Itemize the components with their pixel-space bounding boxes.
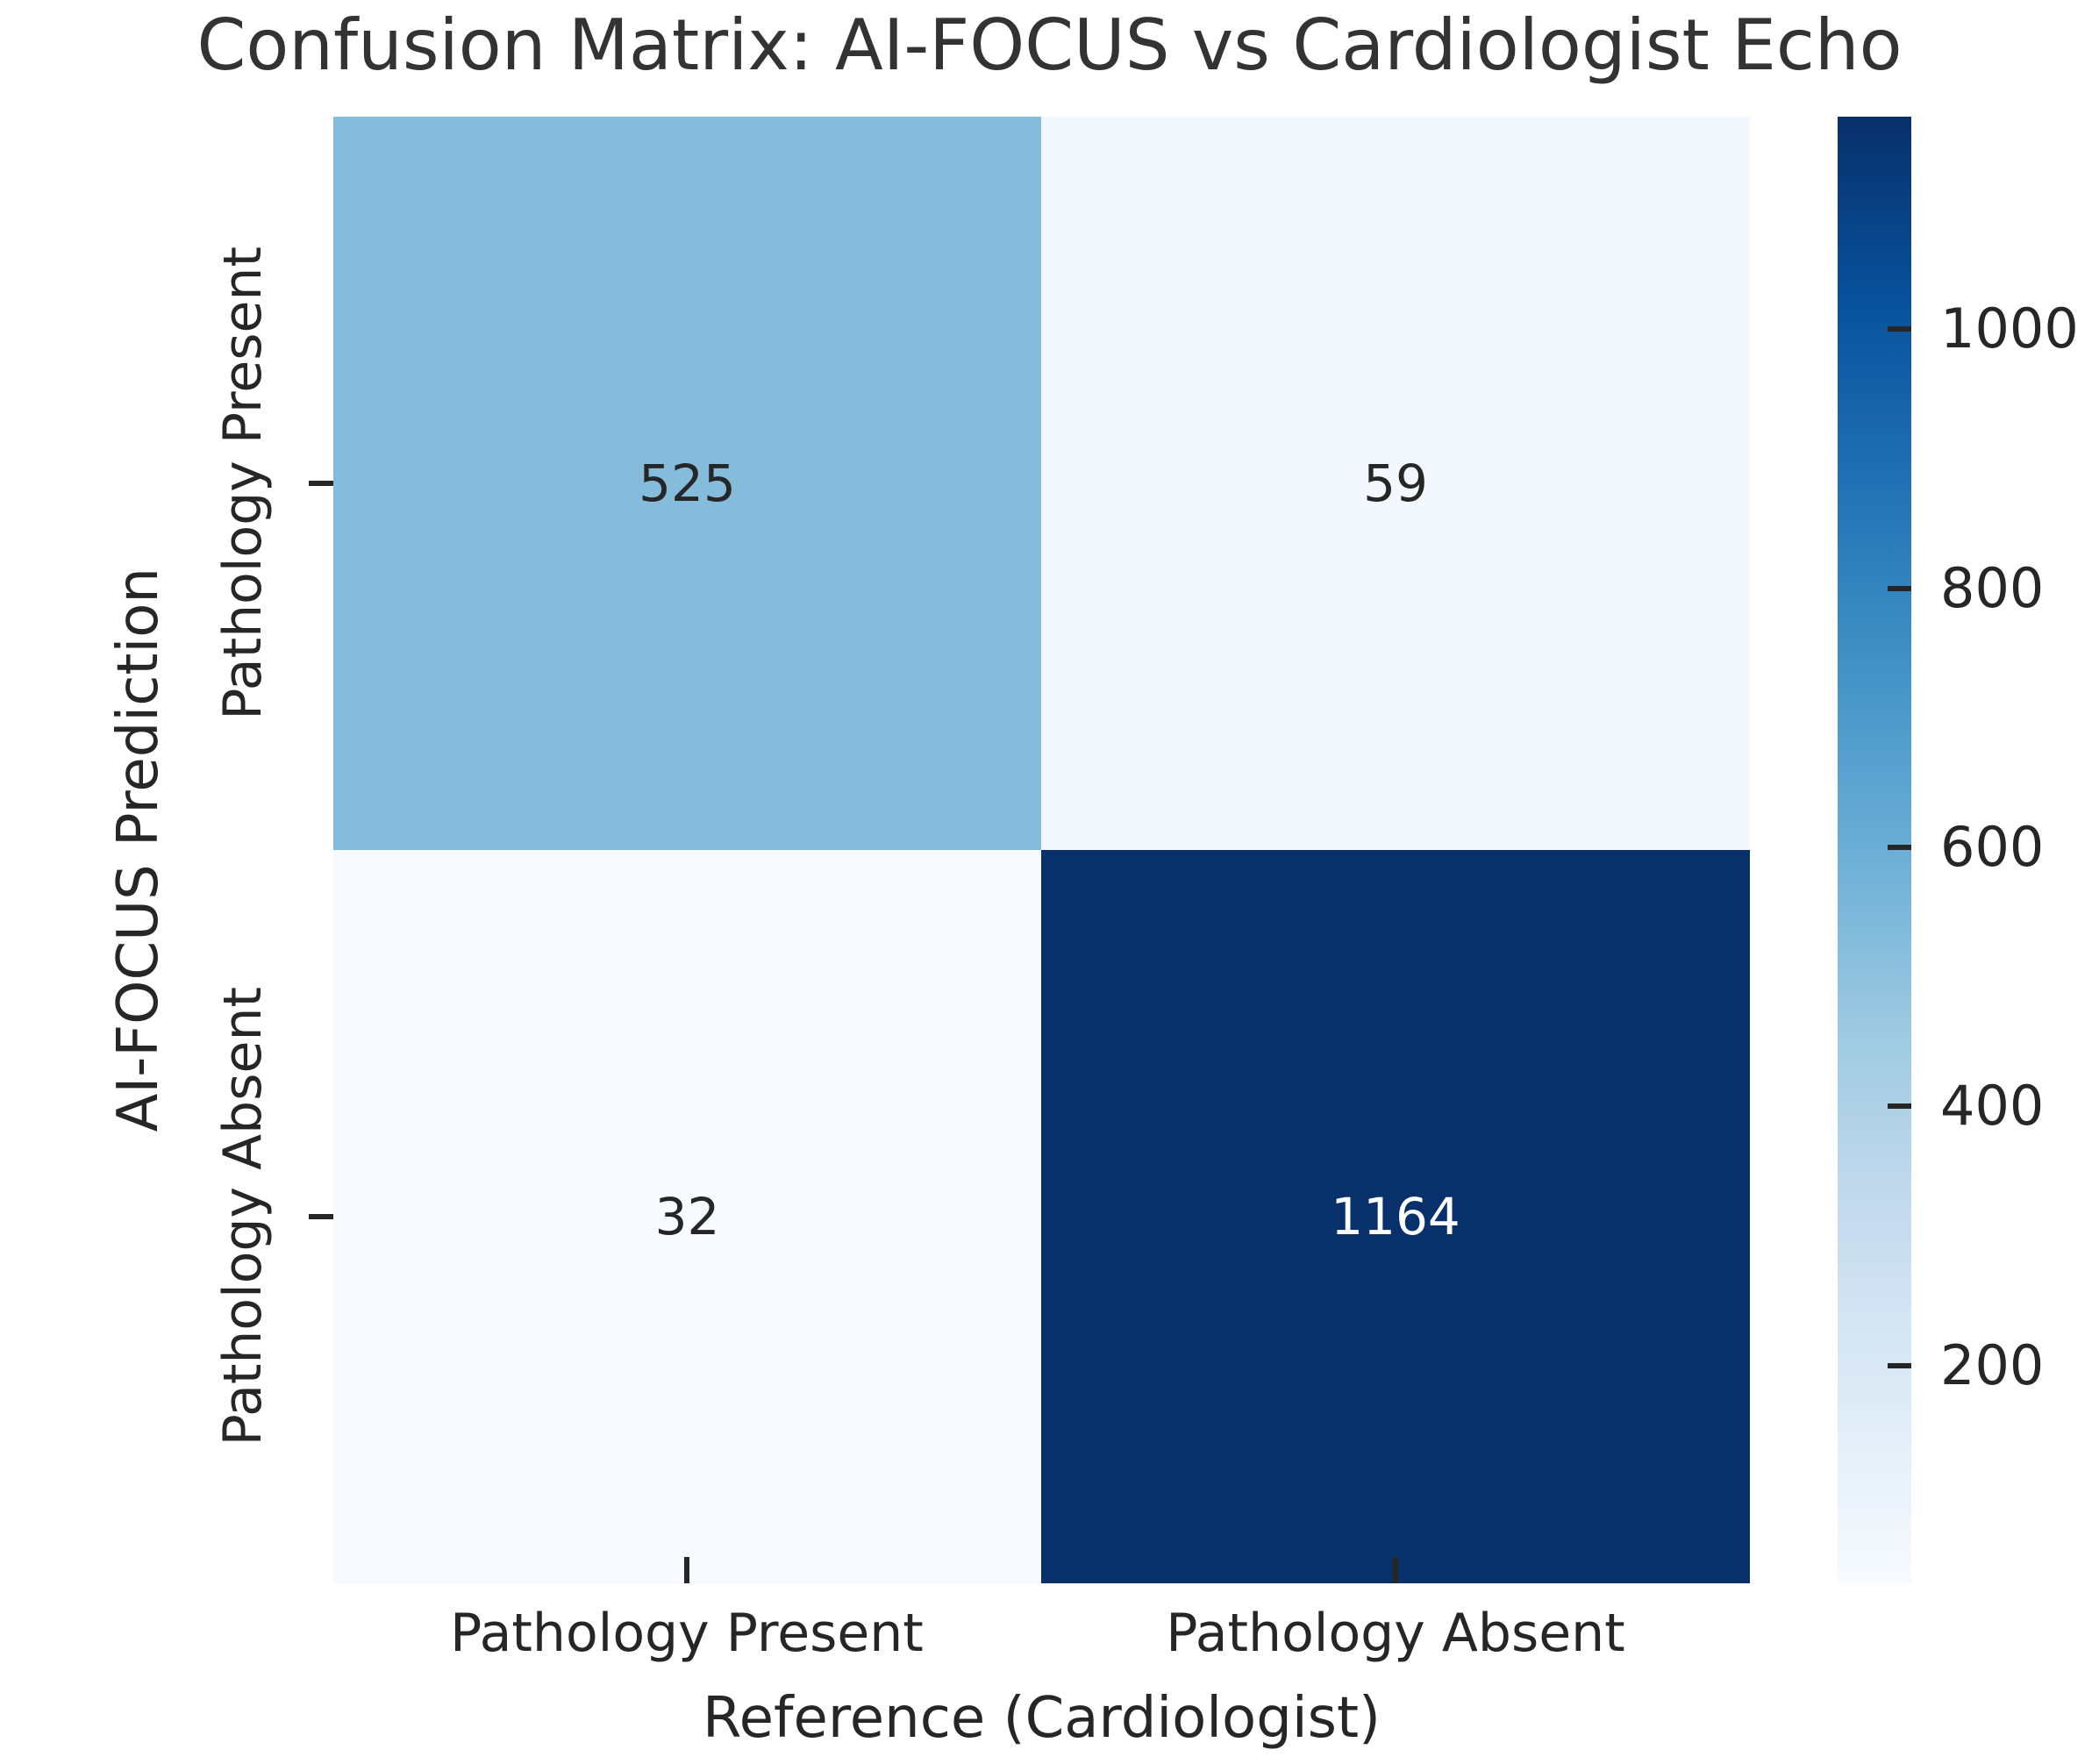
colorbar-tick <box>1888 326 1911 332</box>
cell-annotation: 59 <box>1363 453 1428 513</box>
cell-annotation: 32 <box>654 1187 720 1246</box>
chart-title: Confusion Matrix: AI-FOCUS vs Cardiologi… <box>196 4 1903 86</box>
heatmap-plot-area: 525 59 32 1164 <box>333 117 1750 1583</box>
x-axis-tick <box>684 1557 689 1583</box>
cell-annotation: 1164 <box>1331 1187 1460 1246</box>
y-axis-label: AI-FOCUS Prediction <box>105 568 171 1132</box>
y-axis-tick <box>309 481 333 486</box>
heatmap-cell-false-negative: 32 <box>333 850 1041 1583</box>
y-ticklabel-pathology-absent: Pathology Absent <box>212 987 274 1446</box>
colorbar-ticklabel-200: 200 <box>1940 1333 2045 1397</box>
cell-annotation: 525 <box>639 453 736 513</box>
colorbar-ticklabel-400: 400 <box>1940 1074 2045 1138</box>
y-axis-tick <box>309 1214 333 1219</box>
x-ticklabel-pathology-absent: Pathology Absent <box>1166 1603 1625 1664</box>
x-axis-label: Reference (Cardiologist) <box>703 1686 1381 1751</box>
colorbar-ticklabel-600: 600 <box>1940 815 2045 879</box>
colorbar-tick <box>1888 1103 1911 1109</box>
colorbar-tick <box>1888 586 1911 591</box>
heatmap-cell-false-positive: 59 <box>1041 117 1750 850</box>
x-ticklabel-pathology-present: Pathology Present <box>450 1603 924 1664</box>
heatmap-cell-true-positive: 525 <box>333 117 1041 850</box>
colorbar-ticklabel-1000: 1000 <box>1940 296 2079 361</box>
colorbar-tick <box>1888 1363 1911 1368</box>
colorbar-gradient <box>1838 117 1911 1583</box>
y-ticklabel-pathology-present: Pathology Present <box>212 246 274 720</box>
x-axis-tick <box>1393 1557 1398 1583</box>
heatmap-cell-true-negative: 1164 <box>1041 850 1750 1583</box>
colorbar-ticklabel-800: 800 <box>1940 556 2045 620</box>
colorbar-tick <box>1888 845 1911 850</box>
